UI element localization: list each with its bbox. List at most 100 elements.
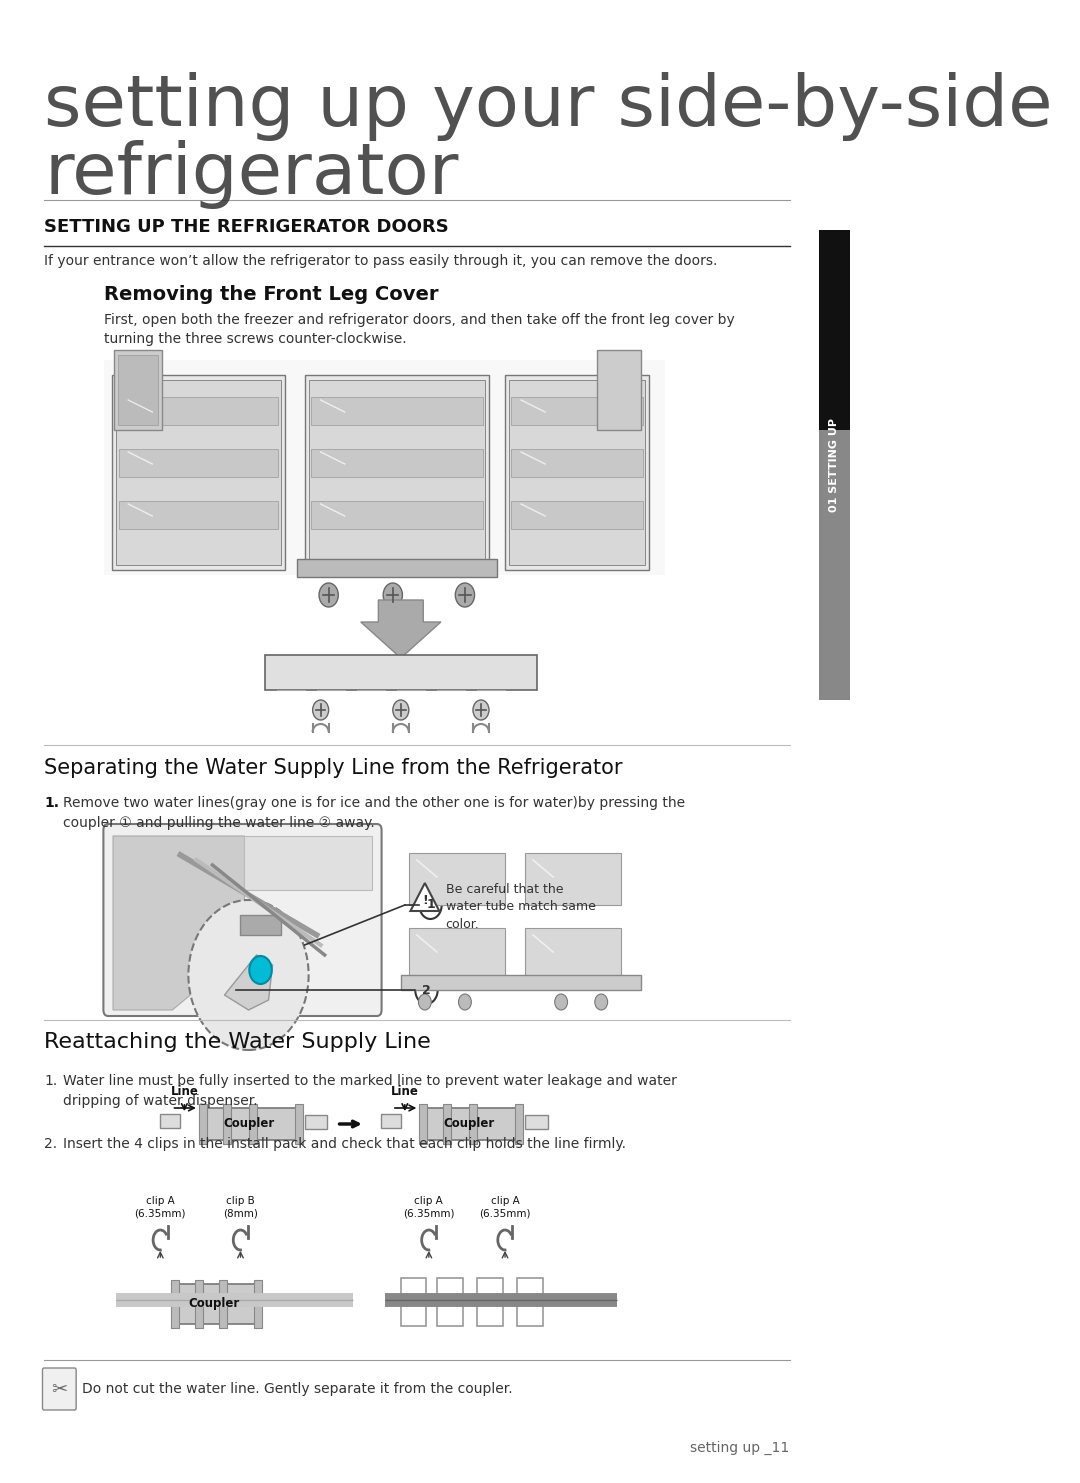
Bar: [512, 449, 643, 478]
Text: clip B
(8mm): clip B (8mm): [224, 1197, 258, 1218]
Text: ✂: ✂: [51, 1379, 68, 1398]
Bar: [469, 1103, 477, 1143]
Bar: [171, 1280, 179, 1327]
Bar: [525, 928, 621, 980]
Text: 1.: 1.: [44, 1074, 57, 1089]
Text: Coupler: Coupler: [443, 1118, 495, 1130]
Bar: [477, 1278, 502, 1326]
Bar: [509, 380, 646, 565]
Bar: [118, 354, 158, 426]
Bar: [401, 1278, 427, 1326]
Circle shape: [383, 583, 403, 607]
Bar: [443, 1103, 451, 1143]
Text: 2.: 2.: [44, 1137, 57, 1151]
Bar: [160, 1114, 180, 1129]
Bar: [119, 397, 279, 426]
Text: !: !: [422, 893, 428, 906]
Bar: [265, 655, 537, 690]
Bar: [311, 397, 483, 426]
Bar: [311, 449, 483, 478]
Bar: [219, 1280, 227, 1327]
Circle shape: [188, 900, 309, 1050]
Polygon shape: [410, 882, 440, 911]
Circle shape: [393, 700, 409, 721]
Circle shape: [312, 700, 328, 721]
Text: Line: Line: [171, 1086, 199, 1097]
Polygon shape: [225, 955, 272, 1010]
Text: Be careful that the
water tube match same
color.: Be careful that the water tube match sam…: [446, 882, 595, 931]
Text: 2: 2: [422, 983, 431, 997]
Text: setting up _11: setting up _11: [690, 1441, 789, 1455]
Circle shape: [249, 957, 272, 985]
Bar: [820, 230, 850, 430]
Text: First, open both the freezer and refrigerator doors, and then take off the front: First, open both the freezer and refrige…: [104, 313, 735, 347]
Text: Reattaching the Water Supply Line: Reattaching the Water Supply Line: [44, 1032, 431, 1051]
Text: Water line must be fully inserted to the marked line to prevent water leakage an: Water line must be fully inserted to the…: [63, 1074, 676, 1108]
Bar: [199, 1103, 206, 1143]
Circle shape: [456, 583, 474, 607]
Bar: [305, 375, 489, 569]
Bar: [437, 1278, 462, 1326]
Bar: [409, 853, 505, 905]
Bar: [305, 1115, 327, 1129]
Bar: [119, 501, 279, 529]
Text: clip A
(6.35mm): clip A (6.35mm): [480, 1197, 530, 1218]
Bar: [515, 1103, 524, 1143]
Text: If your entrance won’t allow the refrigerator to pass easily through it, you can: If your entrance won’t allow the refrige…: [44, 254, 717, 268]
Bar: [311, 501, 483, 529]
Bar: [254, 1280, 262, 1327]
Circle shape: [418, 994, 431, 1010]
Text: setting up your side-by-side: setting up your side-by-side: [44, 73, 1053, 141]
Polygon shape: [113, 836, 244, 1010]
Text: Insert the 4 clips in the install pack and check that each clip holds the line f: Insert the 4 clips in the install pack a…: [63, 1137, 625, 1151]
Bar: [401, 974, 642, 991]
Bar: [297, 559, 497, 577]
Text: clip A
(6.35mm): clip A (6.35mm): [135, 1197, 186, 1218]
Circle shape: [595, 994, 608, 1010]
Bar: [222, 1103, 231, 1143]
Text: Do not cut the water line. Gently separate it from the coupler.: Do not cut the water line. Gently separa…: [82, 1382, 512, 1396]
Bar: [409, 928, 505, 980]
Bar: [820, 430, 850, 700]
Bar: [419, 1103, 428, 1143]
Bar: [173, 1284, 257, 1324]
Bar: [512, 397, 643, 426]
Text: Separating the Water Supply Line from the Refrigerator: Separating the Water Supply Line from th…: [44, 758, 622, 779]
Bar: [248, 1103, 257, 1143]
Bar: [117, 380, 281, 565]
Bar: [113, 350, 162, 430]
Bar: [525, 853, 621, 905]
Text: Removing the Front Leg Cover: Removing the Front Leg Cover: [104, 285, 438, 304]
Circle shape: [415, 976, 437, 1004]
Bar: [505, 375, 649, 569]
Bar: [119, 449, 279, 478]
Text: clip A
(6.35mm): clip A (6.35mm): [403, 1197, 455, 1218]
Bar: [295, 1103, 303, 1143]
Bar: [104, 360, 665, 575]
Bar: [309, 380, 485, 565]
Bar: [525, 1115, 548, 1129]
FancyBboxPatch shape: [42, 1367, 77, 1410]
Circle shape: [473, 700, 489, 721]
FancyBboxPatch shape: [104, 825, 381, 1016]
Text: refrigerator: refrigerator: [44, 139, 459, 209]
Text: 1.: 1.: [44, 796, 59, 810]
Text: Coupler: Coupler: [188, 1298, 240, 1311]
Bar: [112, 375, 284, 569]
Bar: [517, 1278, 542, 1326]
Circle shape: [319, 583, 338, 607]
Bar: [597, 350, 642, 430]
Text: Remove two water lines(gray one is for ice and the other one is for water)by pre: Remove two water lines(gray one is for i…: [63, 796, 685, 829]
Bar: [512, 501, 643, 529]
Text: 01 SETTING UP: 01 SETTING UP: [829, 418, 839, 512]
Text: Line: Line: [391, 1086, 419, 1097]
Bar: [194, 1280, 203, 1327]
Polygon shape: [244, 836, 372, 890]
Text: 1: 1: [427, 899, 435, 912]
Polygon shape: [361, 601, 441, 658]
Bar: [201, 1108, 297, 1140]
Bar: [381, 1114, 401, 1129]
Bar: [421, 1108, 517, 1140]
Text: Coupler: Coupler: [222, 1118, 274, 1130]
Circle shape: [555, 994, 568, 1010]
